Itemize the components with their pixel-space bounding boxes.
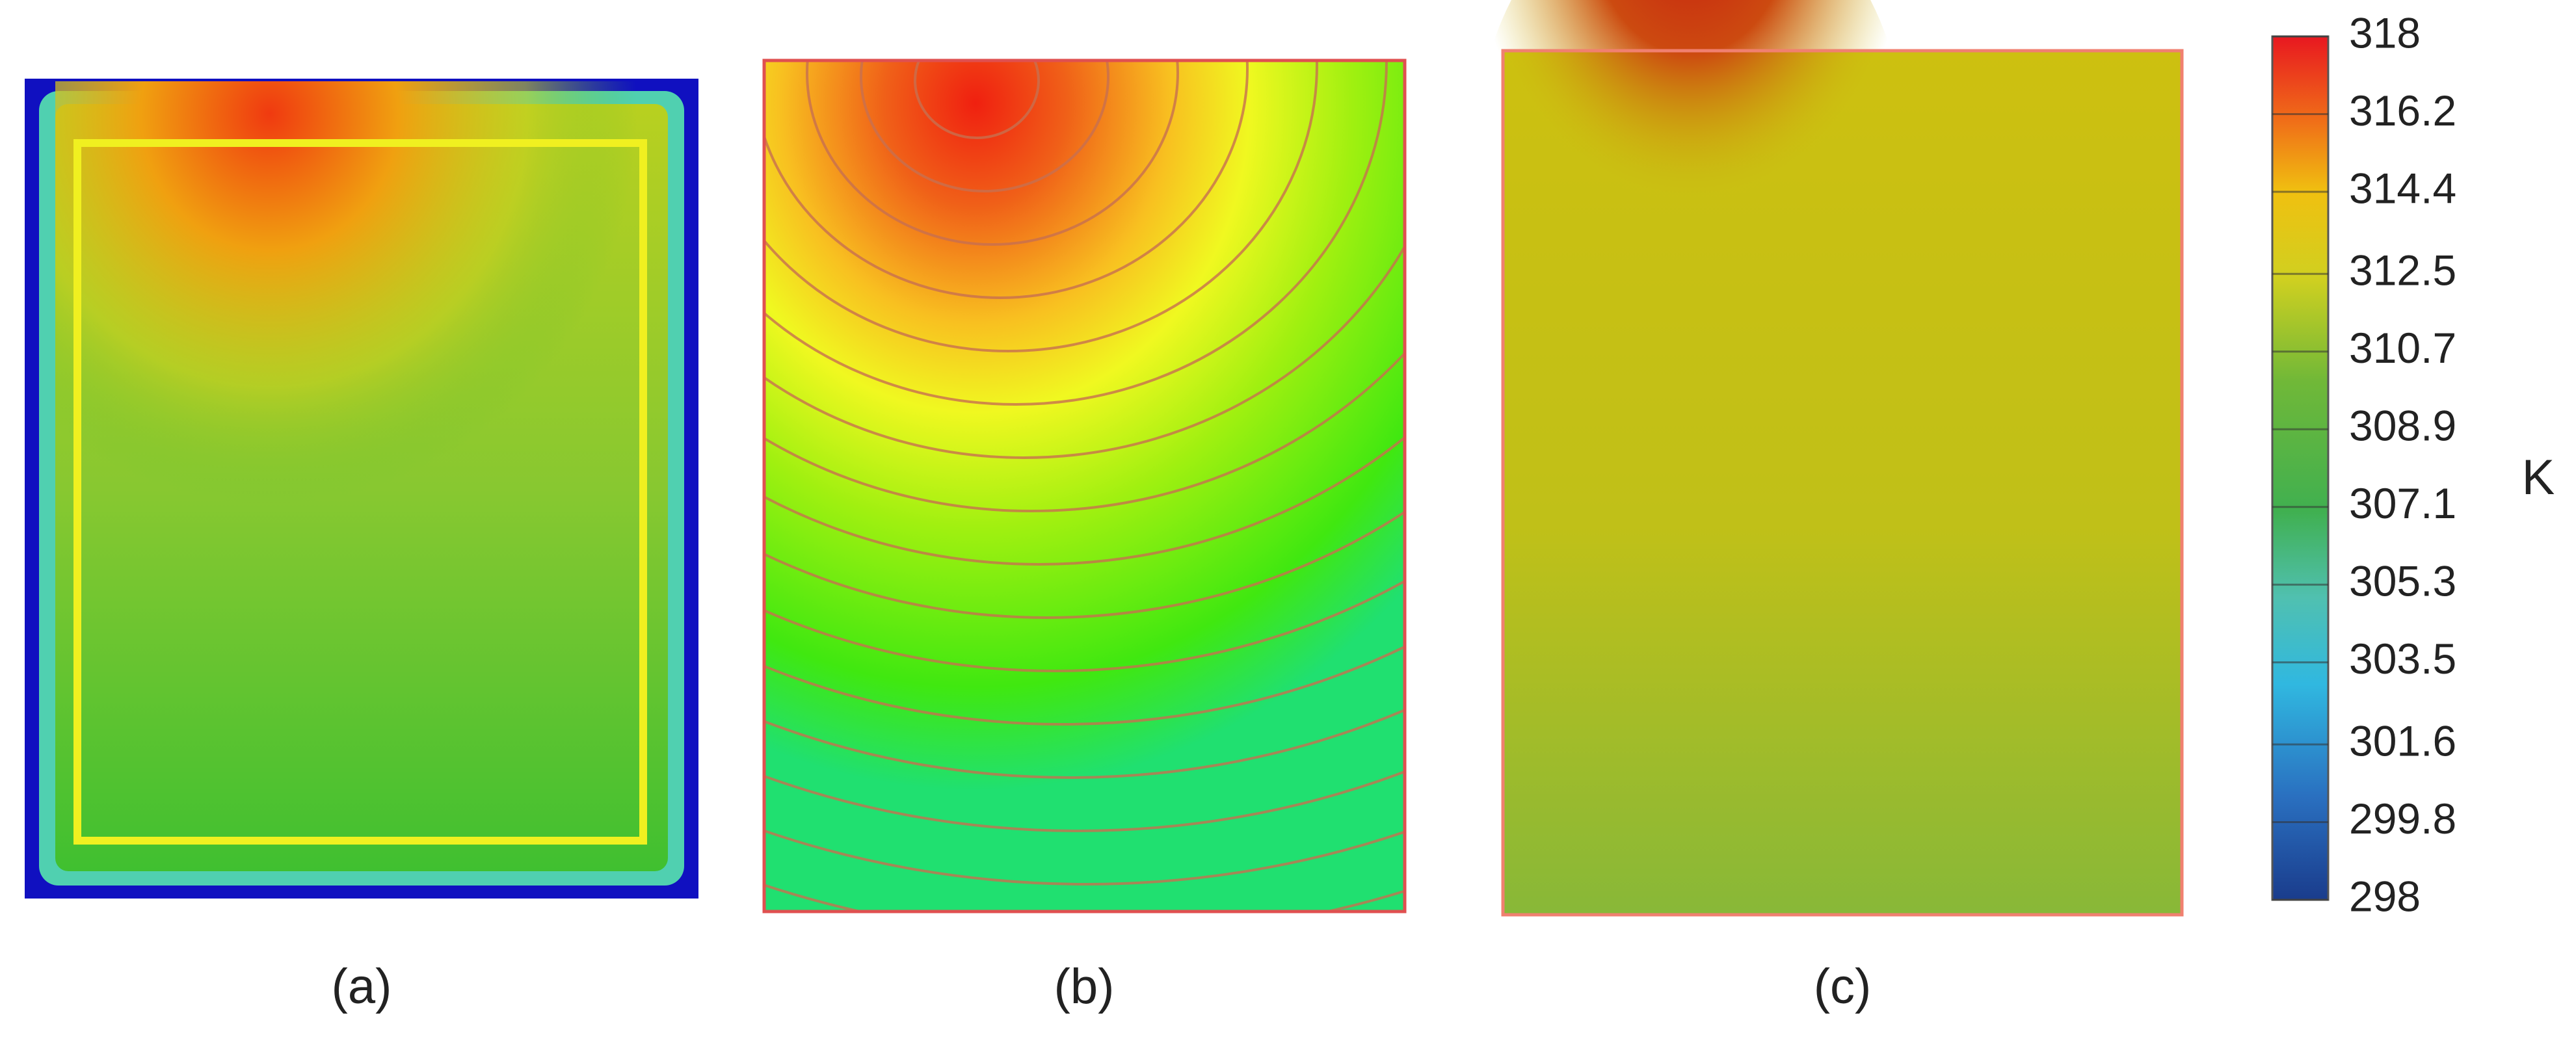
simulation-field [764, 60, 1405, 912]
panel-a [25, 79, 698, 899]
contour-line [764, 60, 1249, 299]
tick-label: 299.8 [2349, 794, 2456, 843]
tick-label: 305.3 [2349, 557, 2456, 605]
contour-line [764, 436, 1405, 566]
contour-line [764, 645, 1405, 726]
tick-label: 307.1 [2349, 479, 2456, 527]
tick-label: 298 [2349, 872, 2421, 920]
panel-c [1476, 0, 2184, 917]
panel-label: (c) [1814, 959, 1872, 1014]
contour-line [806, 60, 1179, 246]
contour-line [764, 351, 1405, 512]
thermal-hot-region [55, 81, 668, 731]
panel-label: (a) [332, 959, 392, 1014]
contour-line [764, 243, 1405, 459]
panel-border [762, 59, 1407, 913]
tick-label: 301.6 [2349, 716, 2456, 765]
tick-label: 318 [2349, 8, 2421, 57]
tick-label: 312.5 [2349, 246, 2456, 295]
contour-line [764, 60, 1318, 352]
tick-label: 310.7 [2349, 324, 2456, 372]
panel-label: (b) [1054, 959, 1115, 1014]
colorbar [2271, 35, 2330, 901]
tick-label: 316.2 [2349, 86, 2456, 135]
contour-line [764, 510, 1405, 619]
contour-lines [764, 60, 1405, 912]
tick-label: 314.4 [2349, 164, 2456, 212]
panel-b [762, 59, 1407, 913]
contour-line [860, 60, 1109, 192]
contour-line [764, 829, 1405, 886]
contour-line [764, 708, 1405, 779]
roi-rectangle [73, 139, 647, 845]
panel-border [1501, 49, 2184, 917]
tick-label: 308.9 [2349, 402, 2456, 450]
tick-label: 303.5 [2349, 635, 2456, 683]
contour-line [764, 579, 1405, 672]
colorbar-unit: K [2522, 450, 2555, 505]
contour-line [914, 60, 1040, 139]
contour-line [764, 770, 1405, 832]
hot-region [1476, 0, 1905, 423]
